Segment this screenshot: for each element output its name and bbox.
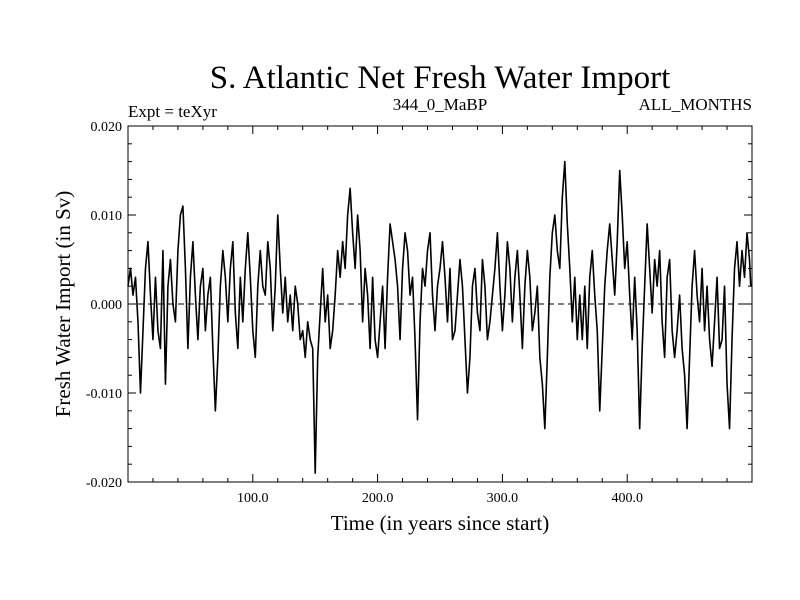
x-tick-label: 400.0 bbox=[611, 491, 643, 506]
y-tick-label: 0.000 bbox=[91, 298, 123, 313]
y-axis: -0.020 -0.010 0.000 0.010 0.020 bbox=[86, 120, 752, 491]
x-tick-label: 200.0 bbox=[362, 491, 394, 506]
y-tick-label: 0.010 bbox=[91, 209, 123, 224]
y-axis-label: Fresh Water Import (in Sv) bbox=[51, 191, 75, 418]
y-tick-label: -0.020 bbox=[86, 476, 122, 491]
y-tick-label: -0.010 bbox=[86, 387, 122, 402]
x-tick-label: 100.0 bbox=[237, 491, 269, 506]
x-axis: 100.0 200.0 300.0 400.0 bbox=[152, 126, 728, 506]
series-line-fresh-water-import bbox=[127, 160, 752, 474]
chart-title: S. Atlantic Net Fresh Water Import bbox=[210, 60, 671, 96]
center-label: 344_0_MaBP bbox=[393, 95, 487, 114]
right-label: ALL_MONTHS bbox=[639, 95, 752, 114]
x-axis-label: Time (in years since start) bbox=[331, 511, 550, 535]
x-tick-label: 300.0 bbox=[487, 491, 519, 506]
y-tick-label: 0.020 bbox=[91, 120, 123, 135]
experiment-label: Expt = teXyr bbox=[128, 102, 217, 121]
